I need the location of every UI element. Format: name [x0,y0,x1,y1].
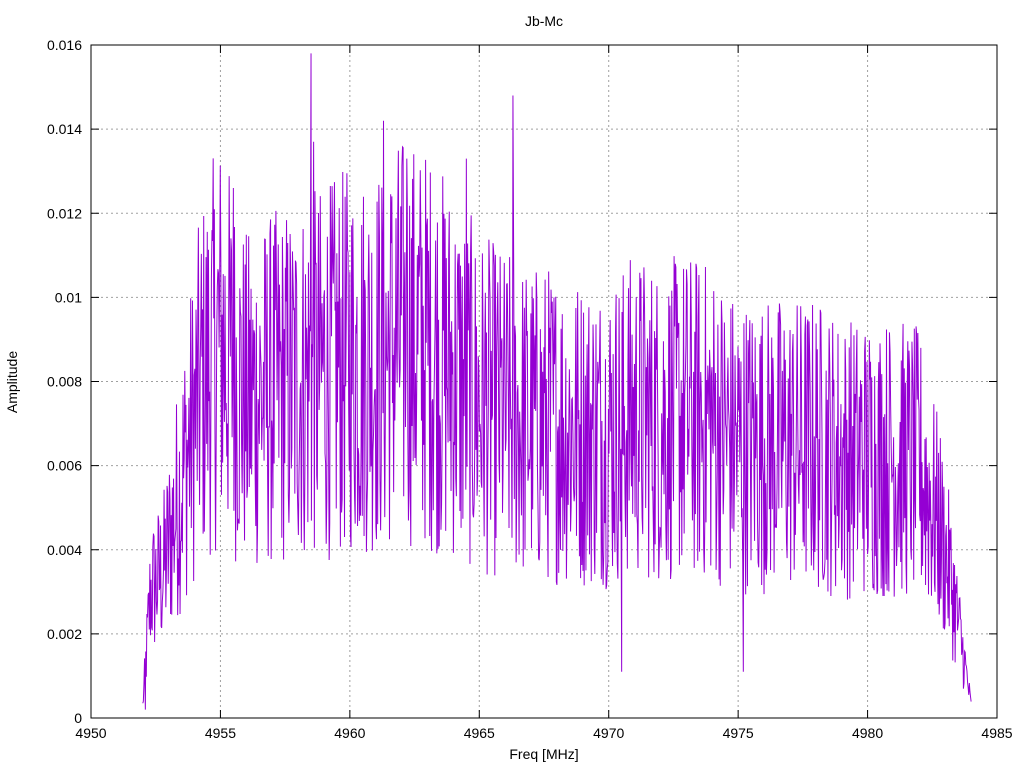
x-tick-label: 4985 [981,725,1012,741]
x-axis-label: Freq [MHz] [509,746,578,762]
y-tick-label: 0.014 [47,121,82,137]
y-tick-label: 0.002 [47,626,82,642]
y-tick-label: 0.01 [55,289,82,305]
y-axis-label: Amplitude [4,351,20,413]
x-tick-label: 4975 [723,725,754,741]
y-tick-label: 0.006 [47,458,82,474]
y-tick-label: 0.004 [47,542,82,558]
x-tick-label: 4970 [593,725,624,741]
chart-title: Jb-Mc [525,13,563,29]
x-tick-label: 4955 [205,725,236,741]
y-tick-label: 0.008 [47,374,82,390]
x-tick-label: 4980 [852,725,883,741]
y-tick-label: 0.012 [47,205,82,221]
y-tick-label: 0.016 [47,37,82,53]
x-tick-label: 4960 [334,725,365,741]
tick-marks [90,44,998,719]
tick-labels: 4950 4955 4960 4965 4970 4975 4980 4985 0 0.002 0.… [47,37,1013,741]
x-tick-label: 4965 [464,725,495,741]
series-group [142,53,972,710]
x-tick-label: 4950 [75,725,106,741]
series-line [142,53,972,710]
y-tick-label: 0 [74,710,82,726]
